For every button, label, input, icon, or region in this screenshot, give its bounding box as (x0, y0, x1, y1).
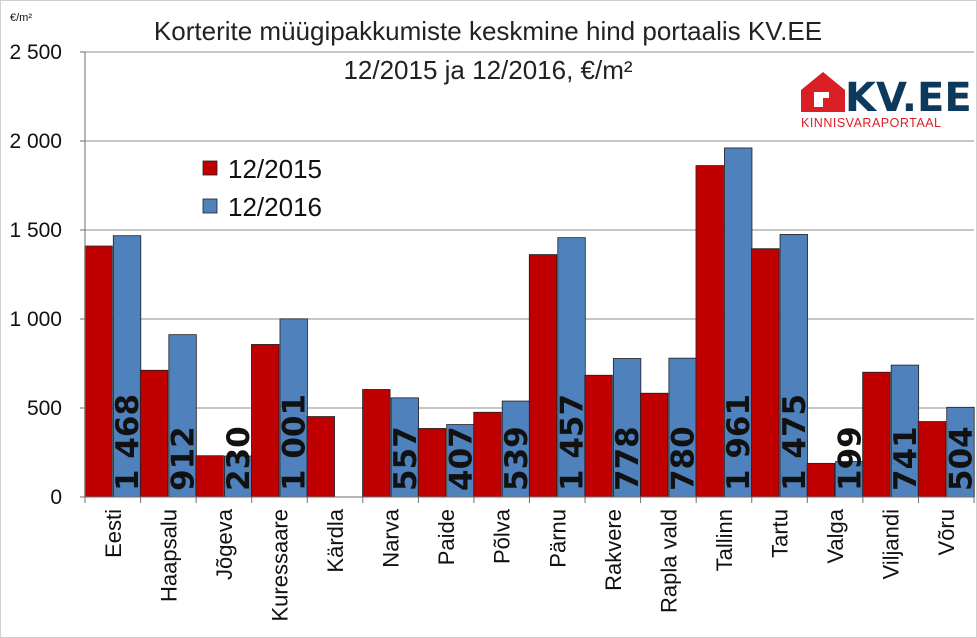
y-axis-unit-label: €/m² (10, 12, 32, 24)
x-tick-label: Kuressaare (267, 509, 292, 622)
bar-2015-Eesti (84, 245, 113, 498)
data-label-2016-Tallinn: 1 961 (721, 394, 757, 491)
bar-2016-Jõgeva (224, 455, 253, 498)
logo-wordmark: KV.EE (845, 75, 972, 121)
data-label-2016-Tartu: 1 475 (777, 394, 813, 491)
bar-2016-Pärnu (557, 237, 586, 498)
x-tick-label: Rakvere (601, 509, 626, 591)
legend: 12/2015 12/2016 (202, 154, 322, 222)
bar-2015-Paide (417, 428, 447, 498)
bar-2015-Tallinn (695, 165, 724, 498)
bar-2015-Narva (362, 389, 391, 498)
data-label-2016-Viljandi: 741 (888, 426, 924, 491)
bar-2015-Viljandi (862, 371, 891, 498)
bar-2015-Rapla vald (640, 392, 669, 498)
label-layer: 1 468 912 230 1 001 557 407 539 1 457 778 780 1 96… (110, 394, 977, 491)
x-tick-label: Narva (379, 508, 404, 567)
legend-label-2016: 12/2016 (228, 192, 322, 222)
y-tick-label: 2 500 (9, 41, 62, 64)
legend-swatch-2016 (202, 198, 218, 214)
x-tick-label: Jõgeva (212, 508, 237, 580)
legend-swatch-2015 (202, 160, 218, 176)
data-label-2016-Võru: 504 (943, 426, 977, 491)
kv-ee-logo: KV.EE KINNISVARAPORTAAL (801, 72, 972, 130)
data-label-2016-Jõgeva: 230 (221, 426, 257, 491)
bar-2016-Haapsalu (168, 334, 197, 498)
house-arrow-icon (814, 92, 829, 107)
grid-layer (85, 51, 974, 409)
bar-2015-Võru (917, 421, 947, 498)
bar-2016-Rakvere (612, 358, 642, 498)
logo-tagline: KINNISVARAPORTAAL (801, 116, 941, 130)
data-label-2016-Narva: 557 (388, 426, 424, 491)
data-label-2016-Pärnu: 1 457 (555, 394, 591, 491)
bar-2015-Valga (806, 462, 835, 498)
x-tick-label: Võru (934, 509, 959, 555)
bar-2015-Pärnu (528, 254, 558, 498)
y-tick-label: 2 000 (9, 130, 62, 153)
x-tick-label: Viljandi (879, 509, 904, 580)
bar-2016-Rapla vald (668, 357, 697, 498)
legend-label-2015: 12/2015 (228, 154, 322, 184)
x-tick-label: Tallinn (712, 509, 737, 571)
x-tick-label: Tartu (768, 509, 793, 558)
bar-2015-Jõgeva (195, 455, 224, 498)
bar-2015-Tartu (751, 248, 780, 498)
y-tick-label: 1 000 (9, 308, 62, 331)
data-label-2016-Haapsalu: 912 (166, 426, 202, 491)
x-tick-label: Rapla vald (656, 509, 681, 613)
x-tick-label: Eesti (101, 509, 126, 558)
axis-layer: 0 500 1 000 1 500 2 000 2 500 Eesti Haapsalu Jõg… (9, 41, 975, 622)
x-tick-label: Valga (823, 508, 848, 563)
bar-2016-Viljandi (890, 364, 920, 498)
bar-2015-Põlva (473, 411, 502, 498)
data-label-2016-Paide: 407 (443, 426, 479, 491)
data-label-2016-Põlva: 539 (499, 426, 535, 491)
chart-subtitle: 12/2015 ja 12/2016, €/m² (343, 55, 632, 85)
bar-layer (84, 147, 975, 498)
bar-2016-Põlva (501, 400, 531, 498)
x-tick-label: Pärnu (545, 509, 570, 568)
bar-2016-Tartu (779, 234, 808, 498)
data-label-2016-Valga: 199 (832, 426, 868, 491)
bar-2016-Tallinn (724, 147, 753, 498)
x-tick-label: Kärdla (323, 508, 348, 572)
data-label-2016-Rapla vald: 780 (666, 426, 702, 491)
data-label-2016-Kuressaare: 1 001 (277, 394, 313, 491)
bar-2015-Haapsalu (139, 369, 169, 498)
bar-2016-Paide (446, 424, 475, 498)
data-label-2016-Eesti: 1 468 (110, 394, 146, 491)
chart-title: Korterite müügipakkumiste keskmine hind … (154, 16, 822, 46)
y-tick-label: 1 500 (9, 219, 62, 242)
bar-2016-Narva (390, 397, 419, 498)
data-label-2016-Rakvere: 778 (610, 426, 646, 491)
y-tick-label: 0 (50, 486, 62, 509)
x-tick-label: Põlva (490, 508, 515, 564)
y-tick-label: 500 (27, 397, 62, 420)
x-tick-label: Paide (434, 509, 459, 565)
x-tick-label: Haapsalu (156, 509, 181, 602)
bar-2016-Eesti (112, 235, 142, 498)
